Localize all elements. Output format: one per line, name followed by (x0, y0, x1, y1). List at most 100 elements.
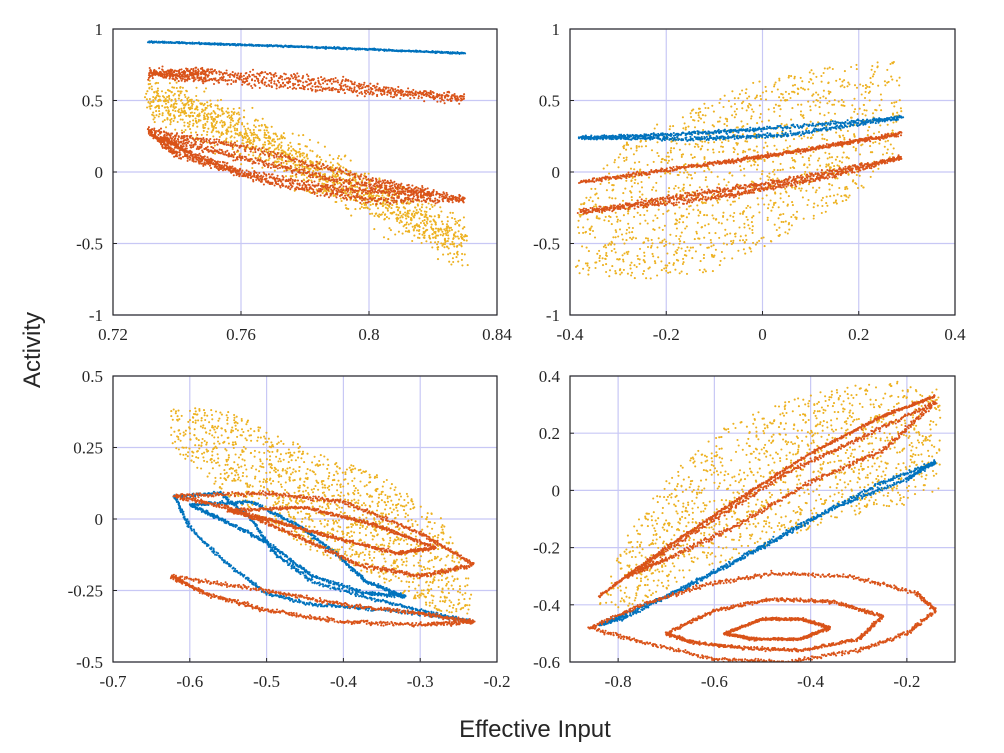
data-point (203, 42, 206, 45)
data-point (181, 131, 184, 134)
data-point (179, 77, 182, 80)
data-point (423, 94, 426, 97)
data-point (334, 76, 337, 80)
data-point (292, 77, 295, 80)
data-point (305, 145, 308, 148)
data-point (191, 107, 194, 110)
data-point (199, 158, 202, 161)
data-point (392, 201, 395, 204)
data-point (425, 206, 428, 209)
data-point (196, 125, 199, 128)
data-point (148, 72, 151, 75)
data-point (299, 80, 302, 83)
data-point (400, 89, 403, 92)
data-point (300, 163, 303, 166)
data-point (273, 82, 276, 85)
data-point (406, 196, 409, 199)
data-point (878, 142, 881, 145)
data-point (244, 127, 247, 131)
data-point (366, 187, 369, 190)
data-point (791, 201, 794, 204)
data-point (413, 214, 416, 217)
data-point (313, 167, 316, 170)
data-point (155, 105, 158, 108)
data-point (455, 256, 458, 259)
data-point (438, 214, 441, 217)
data-point (209, 167, 213, 170)
data-point (177, 114, 181, 118)
data-point (384, 48, 387, 52)
data-point (200, 42, 204, 45)
data-point (249, 129, 252, 132)
data-point (385, 201, 388, 204)
data-point (358, 178, 361, 181)
data-point (194, 138, 197, 141)
data-point (163, 76, 166, 79)
data-point (311, 46, 314, 49)
y-tick-label: -1 (89, 306, 103, 325)
data-point (200, 143, 203, 147)
data-point (304, 161, 307, 164)
data-point (345, 188, 348, 191)
data-point (376, 184, 379, 187)
data-point (249, 131, 252, 134)
data-point (716, 199, 719, 202)
data-point (219, 166, 222, 169)
data-point (226, 161, 229, 165)
data-point (258, 138, 261, 141)
data-point (336, 157, 340, 160)
data-point (287, 144, 290, 147)
data-point (192, 137, 195, 141)
data-point (261, 176, 264, 179)
data-point (250, 176, 253, 179)
data-point (249, 172, 252, 175)
data-point (187, 96, 190, 99)
data-point (290, 149, 293, 152)
data-point (294, 78, 297, 81)
data-point (153, 91, 156, 94)
data-point (352, 199, 356, 202)
data-point (226, 107, 229, 110)
data-point (219, 77, 222, 80)
data-point (236, 169, 239, 173)
data-point (147, 78, 150, 81)
data-point (222, 165, 225, 168)
data-point (204, 74, 207, 77)
data-point (421, 189, 424, 192)
data-point (302, 134, 305, 137)
data-point (274, 182, 277, 185)
data-point (239, 158, 243, 162)
data-point (448, 229, 451, 232)
data-point (459, 97, 463, 100)
data-point (373, 185, 376, 188)
data-point (290, 75, 293, 78)
data-point (346, 88, 349, 91)
data-point (213, 142, 216, 145)
data-point (423, 100, 426, 103)
data-point (349, 190, 352, 193)
data-point (219, 121, 222, 124)
data-point (197, 154, 200, 157)
data-point (389, 211, 392, 215)
y-tick-label: 1 (552, 20, 561, 39)
data-point (229, 126, 232, 129)
data-point (461, 237, 464, 241)
data-point (423, 234, 426, 237)
data-point (244, 72, 247, 75)
data-point (186, 159, 189, 162)
data-point (420, 50, 423, 53)
data-point (342, 191, 345, 195)
data-point (401, 91, 404, 94)
data-point (183, 136, 186, 139)
data-point (156, 89, 159, 92)
data-point (425, 198, 428, 201)
data-point (397, 183, 400, 186)
data-point (200, 102, 203, 105)
data-point (399, 97, 402, 100)
data-point (348, 186, 351, 189)
data-point (213, 125, 216, 128)
data-point (388, 217, 391, 220)
data-point (411, 91, 414, 94)
data-point (333, 187, 336, 190)
data-point (244, 136, 247, 139)
